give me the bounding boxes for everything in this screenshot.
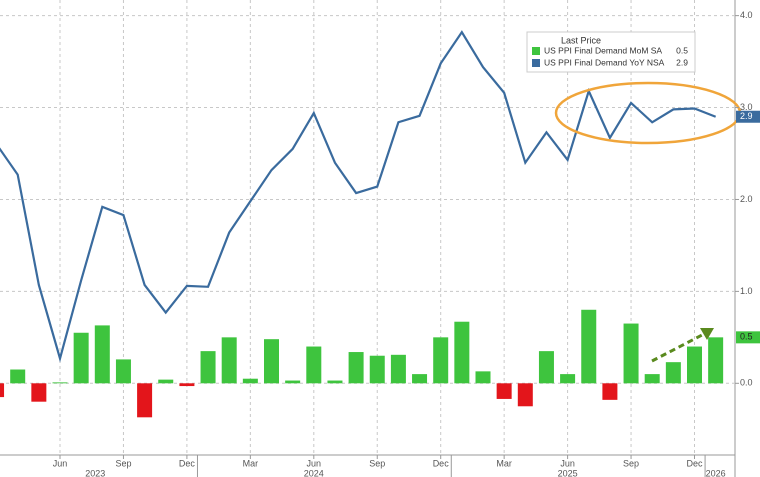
legend-label: US PPI Final Demand MoM SA [544,45,662,55]
y-tick-label: 3.0 [740,102,753,112]
x-tick-label: Sep [115,458,131,468]
x-tick-label: Sep [369,458,385,468]
x-tick-label: Dec [179,458,196,468]
bar [158,379,174,384]
x-tick-label: Mar [243,458,259,468]
legend-box [526,31,696,73]
bar [285,380,301,384]
y-tick-label: 0.0 [740,378,753,388]
bar [687,346,702,384]
x-tick-label: Dec [686,458,703,468]
bar [496,383,512,399]
bar [665,362,681,384]
bar [560,374,576,384]
legend: Last Price [526,31,696,73]
bar [179,383,195,387]
value-tag-label: 2.9 [740,111,753,121]
bar [454,321,470,384]
bar [306,346,322,384]
arrow-head [700,328,714,340]
x-tick-label: Mar [496,458,512,468]
bar [602,383,618,400]
bar [538,351,554,384]
value-tag-label: 0.5 [740,332,753,342]
x-tick-label: Jun [560,458,575,468]
line [0,30,717,363]
bar [264,339,279,384]
x-year-label: 2023 [85,468,105,477]
bar [623,323,639,384]
bar [73,332,89,384]
bar [348,352,364,384]
y-tick-label: 2.0 [740,194,753,204]
x-year-label: 2024 [304,468,324,477]
legend-title: Last Price [561,35,601,45]
plot [0,0,735,455]
bar [31,383,47,402]
x-tick-label: Jun [53,458,68,468]
y-tick-label: 1.0 [740,286,753,296]
value-tag [736,331,760,344]
legend-swatch [532,47,540,55]
x-year-label: 2025 [558,468,578,477]
legend-value: 2.9 [676,57,688,67]
legend-label: US PPI Final Demand YoY NSA [544,57,665,67]
legend-swatch [532,59,540,67]
bar [327,380,343,384]
bar [708,337,724,384]
value-tag [736,110,760,123]
bar [517,383,533,407]
x-year-label: 2026 [706,468,726,477]
x-tick-label: Sep [623,458,639,468]
bar [390,354,406,384]
bar [644,374,660,384]
bar [475,371,491,384]
bar [137,383,153,418]
bar [94,325,110,384]
bar [581,309,597,384]
x-tick-label: Dec [433,458,450,468]
legend-value: 0.5 [676,45,688,55]
x-tick-label: Jun [307,458,322,468]
bar [0,383,5,398]
bar [433,337,449,384]
bar [369,355,385,384]
bar [221,337,237,384]
bar [200,351,216,384]
bar [52,382,68,384]
bar [242,378,258,384]
bar [10,369,26,384]
y-tick-label: 4.0 [740,10,753,20]
bar [412,374,428,384]
bar [115,359,131,384]
